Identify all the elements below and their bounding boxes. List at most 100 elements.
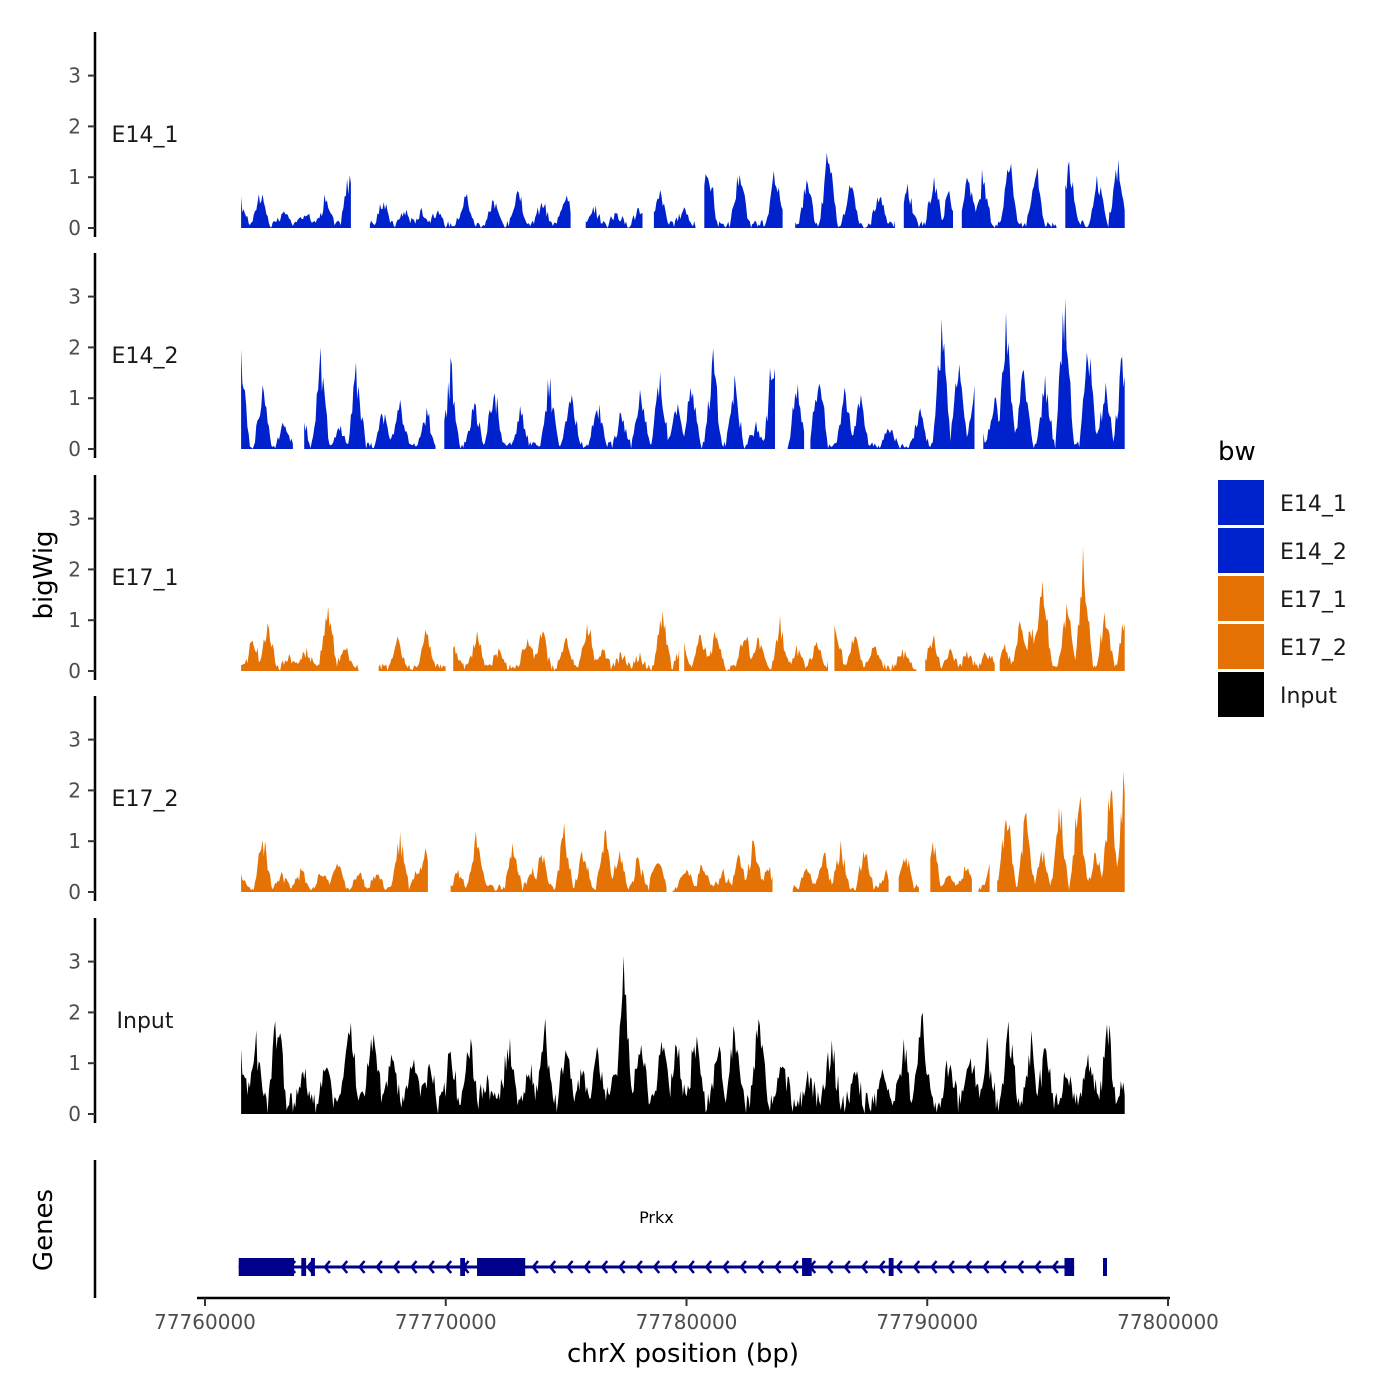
- strand-arrow-38: [912, 1260, 921, 1274]
- signal-area-E17_1-4: [834, 625, 917, 671]
- x-tick-label-3: 77790000: [876, 1310, 978, 1334]
- legend-key-E14_1: [1218, 480, 1264, 526]
- track-label-E14_2: E14_2: [112, 344, 179, 369]
- signal-area-Input-0: [241, 956, 1125, 1114]
- signal-area-E14_1-4: [704, 170, 783, 228]
- y-tick-label-2: 2: [68, 778, 81, 802]
- strand-arrow-40: [947, 1260, 955, 1274]
- strand-arrow-23: [652, 1260, 661, 1274]
- signal-area-E17_2-6: [978, 863, 990, 892]
- y-tick-label-1: 1: [68, 386, 81, 410]
- gene-exon-6: [888, 1258, 894, 1276]
- y-tick-label-3: 3: [68, 285, 81, 309]
- gene-exon-8: [1064, 1258, 1075, 1276]
- signal-area-E17_1-2: [453, 610, 680, 671]
- strand-arrow-34: [843, 1260, 851, 1274]
- strand-arrow-17: [548, 1260, 557, 1274]
- gene-exon-5: [802, 1258, 812, 1276]
- y-tick-label-1: 1: [68, 165, 81, 189]
- y-tick-label-3: 3: [68, 507, 81, 531]
- strand-arrow-45: [1033, 1260, 1042, 1274]
- legend-label-E14_1: E14_1: [1280, 492, 1347, 517]
- signal-area-E14_2-4: [810, 318, 975, 449]
- gene-exon-3: [460, 1258, 466, 1276]
- y-tick-label-3: 3: [68, 64, 81, 88]
- signal-area-E17_1-0: [241, 606, 359, 671]
- signal-area-E17_2-5: [930, 841, 972, 892]
- strand-arrow-5: [340, 1260, 349, 1274]
- track-label-E14_1: E14_1: [112, 123, 179, 148]
- strand-arrow-37: [895, 1260, 903, 1274]
- signal-area-E14_1-2: [585, 205, 643, 228]
- strand-arrow-35: [860, 1260, 869, 1274]
- strand-arrow-39: [929, 1260, 938, 1274]
- strand-arrow-19: [583, 1260, 591, 1274]
- x-tick-label-1: 77770000: [395, 1310, 497, 1334]
- legend-label-E14_2: E14_2: [1280, 540, 1347, 565]
- track-E14_1: 0 1 2 3 E14_1: [68, 32, 1125, 240]
- signal-area-E14_1-5: [795, 152, 895, 228]
- strand-arrow-22: [635, 1260, 643, 1274]
- strand-arrow-41: [964, 1260, 973, 1274]
- legend-key-E17_2: [1218, 624, 1264, 670]
- signal-area-E17_2-0: [241, 832, 428, 892]
- signal-area-E14_1-7: [961, 163, 1057, 228]
- track-Input: 0 1 2 3 Input: [68, 918, 1125, 1126]
- strand-arrow-44: [1016, 1260, 1025, 1274]
- strand-arrow-28: [739, 1260, 747, 1274]
- signal-area-E14_1-8: [1065, 159, 1125, 228]
- bigwig-tracks: 0 1 2 3 E14_1 0 1 2 3 E14_2 0 1 2 3 E17_1 0 1 2 3 E17_2 0 1 2 3…: [68, 32, 1125, 1126]
- signal-area-E14_1-6: [903, 176, 953, 228]
- strand-arrow-36: [877, 1260, 886, 1274]
- strand-arrow-24: [669, 1260, 678, 1274]
- signal-area-E17_1-3: [684, 615, 828, 671]
- signal-area-E14_2-2: [444, 348, 775, 449]
- gene-exon-4: [477, 1258, 526, 1276]
- gene-name-label: Prkx: [639, 1208, 674, 1227]
- gene-exon-0: [238, 1258, 295, 1276]
- legend-key-E17_1: [1218, 576, 1264, 622]
- strand-arrow-30: [773, 1260, 782, 1274]
- signal-area-E14_2-1: [304, 347, 436, 449]
- strand-arrow-8: [392, 1260, 401, 1274]
- gene-exon-1: [301, 1258, 307, 1276]
- strand-arrow-16: [531, 1260, 539, 1274]
- genes-track-title: Genes: [29, 1189, 59, 1271]
- y-tick-label-0: 0: [68, 1102, 81, 1126]
- strand-arrow-25: [687, 1260, 695, 1274]
- strand-arrow-21: [617, 1260, 626, 1274]
- strand-arrow-7: [375, 1260, 383, 1274]
- signal-area-E14_2-5: [983, 298, 1125, 449]
- track-E17_1: 0 1 2 3 E17_1: [68, 475, 1125, 683]
- signal-area-E17_2-1: [450, 822, 667, 892]
- track-E14_2: 0 1 2 3 E14_2: [68, 253, 1125, 461]
- y-tick-label-2: 2: [68, 335, 81, 359]
- x-axis-title: chrX position (bp): [567, 1339, 799, 1369]
- gene-exon-2: [310, 1258, 315, 1276]
- strand-arrow-9: [409, 1260, 418, 1274]
- signal-area-E17_2-3: [792, 840, 889, 892]
- strand-arrow-10: [427, 1260, 435, 1274]
- y-tick-label-2: 2: [68, 114, 81, 138]
- strand-arrow-31: [791, 1260, 799, 1274]
- strand-arrow-26: [704, 1260, 713, 1274]
- strand-arrow-4: [323, 1260, 331, 1274]
- signal-area-E14_1-3: [653, 190, 696, 228]
- legend-key-Input: [1218, 672, 1264, 718]
- gene-exon-7: [1102, 1258, 1107, 1276]
- track-E17_2: 0 1 2 3 E17_2: [68, 696, 1125, 904]
- signal-area-E14_2-0: [241, 348, 293, 449]
- track-label-E17_2: E17_2: [112, 787, 179, 812]
- y-tick-label-2: 2: [68, 1000, 81, 1024]
- y-tick-label-0: 0: [68, 216, 81, 240]
- strand-arrow-43: [999, 1260, 1007, 1274]
- signal-area-E17_1-6: [999, 546, 1125, 671]
- y-tick-label-0: 0: [68, 659, 81, 683]
- y-tick-label-0: 0: [68, 437, 81, 461]
- strand-arrow-18: [565, 1260, 574, 1274]
- x-tick-label-4: 77800000: [1117, 1310, 1219, 1334]
- strand-arrow-46: [1051, 1260, 1059, 1274]
- signal-area-E17_2-7: [997, 771, 1125, 892]
- y-tick-label-2: 2: [68, 557, 81, 581]
